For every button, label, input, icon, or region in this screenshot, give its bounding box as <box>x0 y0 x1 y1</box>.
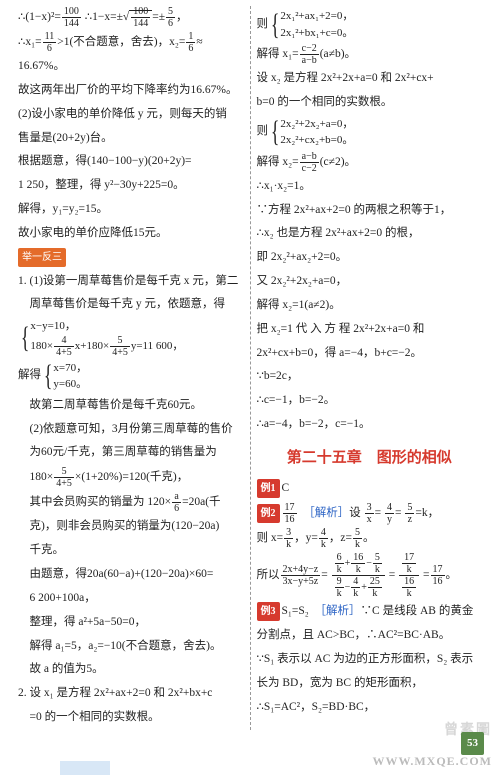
text-line: ∵S₁ 表示以 AC 为边的正方形面积，S₂ 表示 <box>257 649 483 671</box>
practice-tag: 举一反三 <box>18 248 66 267</box>
text-line: 由题意，得20a(60−a)+(120−20a)×60= <box>30 564 244 586</box>
text-line: 分割点，且 AC>BC，∴AC²=BC·AB。 <box>257 625 483 647</box>
example-line: 例1C <box>257 478 483 500</box>
text-line: 周草莓售价是每千克 y 元，依题意，得 <box>30 294 244 316</box>
text-line: b=0 的一个相同的实数根。 <box>257 92 483 114</box>
text-line: 6 200+100a， <box>30 588 244 610</box>
text-line: ∵b=2c， <box>257 366 483 388</box>
example-tag: 例3 <box>257 602 280 621</box>
text-line: (2)设小家电的单价降低 y 元，则每天的销 <box>18 104 244 126</box>
text-line: 故 a 的值为5。 <box>30 659 244 681</box>
text-line: 其中会员购买的销量为 120×a6=20a(千 <box>30 491 244 514</box>
text-line: 16.67%。 <box>18 56 244 78</box>
text-line: ∵方程 2x²+ax+2=0 的两根之积等于1， <box>257 200 483 222</box>
text-line: 2. 设 x₁ 是方程 2x²+ax+2=0 和 2x²+bx+c <box>18 683 244 705</box>
text-line: 克)，则非会员购买的销量为(120−20a) <box>30 516 244 538</box>
left-column: ∴(1−x)²=100144 ∴1−x=±100144=±56， ∴x₁=116… <box>12 6 251 730</box>
text-line: ∴a=−4，b=−2，c=−1。 <box>257 414 483 436</box>
text-line: 长为 BD，宽为 BC 的矩形面积， <box>257 673 483 695</box>
text-line: 千克。 <box>30 540 244 562</box>
text-line: 故这两年出厂价的平均下降率约为16.67%。 <box>18 80 244 102</box>
text-line: ∴x₂ 也是方程 2x²+ax+2=0 的根， <box>257 223 483 245</box>
example-tag: 例1 <box>257 479 280 498</box>
text-line: ∴x₁=116>1(不合题意，舍去)，x₂=16≈ <box>18 31 244 54</box>
text-line: 解得，y₁=y₂=15。 <box>18 199 244 221</box>
text-line: 又 2x₂²+2x₂+a=0， <box>257 271 483 293</box>
analysis-label: ［解析］ <box>315 605 361 617</box>
equation-system: { x−y=10， 180×44+5x+180×54+5y=11 600， <box>18 318 244 358</box>
text-line: ∴x₁·x₂=1。 <box>257 176 483 198</box>
example-line: 例3S₁=S₂ ［解析］∵C 是线段 AB 的黄金 <box>257 601 483 623</box>
example-tag: 例2 <box>257 504 280 523</box>
text-line: 把 x₂=1 代 入 方 程 2x²+2x+a=0 和 <box>257 319 483 341</box>
text-line: 根据题意，得(140−100−y)(20+2y)= <box>18 151 244 173</box>
text-line: 为60元/千克，第三周草莓的销售量为 <box>30 442 244 464</box>
text-line: 180×54+5×(1+20%)=120(千克)， <box>30 466 244 489</box>
text-line: 故小家电的单价应降低15元。 <box>18 223 244 245</box>
text-line: 2x²+cx+b=0，得 a=−4，b+c=−2。 <box>257 343 483 365</box>
section-tag-line: 举一反三 <box>18 247 244 269</box>
text-line: 故第二周草莓售价是每千克60元。 <box>30 395 244 417</box>
equation-system: 则{ 2x₁²+ax₁+2=0， 2x₁²+bx₁+c=0。 <box>257 8 483 41</box>
text-line: ∴c=−1，b=−2。 <box>257 390 483 412</box>
text-line: 即 2x₂²+ax₂+2=0。 <box>257 247 483 269</box>
equation-system: 则{ 2x₂²+2x₂+a=0， 2x₂²+cx₂+b=0。 <box>257 116 483 149</box>
text-line: 则 x=3k，y=4k，z=5k。 <box>257 527 483 550</box>
watermark-url: WWW.MXQE.COM <box>372 750 492 773</box>
text-line: 整理，得 a²+5a−50=0， <box>30 612 244 634</box>
equation-system: 解得{ x=70， y=60。 <box>18 360 244 393</box>
text-line: 所以2x+4y−z3x−y+5z= 6k+16k−5k 9k−4k+25k = … <box>257 552 483 599</box>
right-column: 则{ 2x₁²+ax₁+2=0， 2x₁²+bx₁+c=0。 解得 x₁=c−2… <box>251 6 489 730</box>
text-line: 解得 x₁=c−2a−b(a≠b)。 <box>257 43 483 66</box>
text-line: =0 的一个相同的实数根。 <box>30 707 244 729</box>
chapter-title: 第二十五章 图形的相似 <box>257 444 483 473</box>
text-line: (2)依题意可知，3月份第三周草莓的售价 <box>30 419 244 441</box>
text-line: 设 x₂ 是方程 2x²+2x+a=0 和 2x²+cx+ <box>257 68 483 90</box>
text-line: 1 250，整理，得 y²−30y+225=0。 <box>18 175 244 197</box>
analysis-label: ［解析］ <box>303 507 349 519</box>
text-line: 解得 x₂=1(a≠2)。 <box>257 295 483 317</box>
text-line: ∴(1−x)²=100144 ∴1−x=±100144=±56， <box>18 6 244 29</box>
example-line: 例21716 ［解析］设 3x= 4y= 5z=k， <box>257 502 483 525</box>
text-line: 1. (1)设第一周草莓售价是每千克 x 元，第二 <box>18 271 244 293</box>
text-line: 售量是(20+2y)台。 <box>18 128 244 150</box>
text-line: 解得 x₂=a−bc−2(c≠2)。 <box>257 151 483 174</box>
text-line: ∴S₁=AC²，S₂=BD·BC， <box>257 697 483 719</box>
text-line: 解得 a₁=5，a₂=−10(不合题意，舍去)。 <box>30 636 244 658</box>
